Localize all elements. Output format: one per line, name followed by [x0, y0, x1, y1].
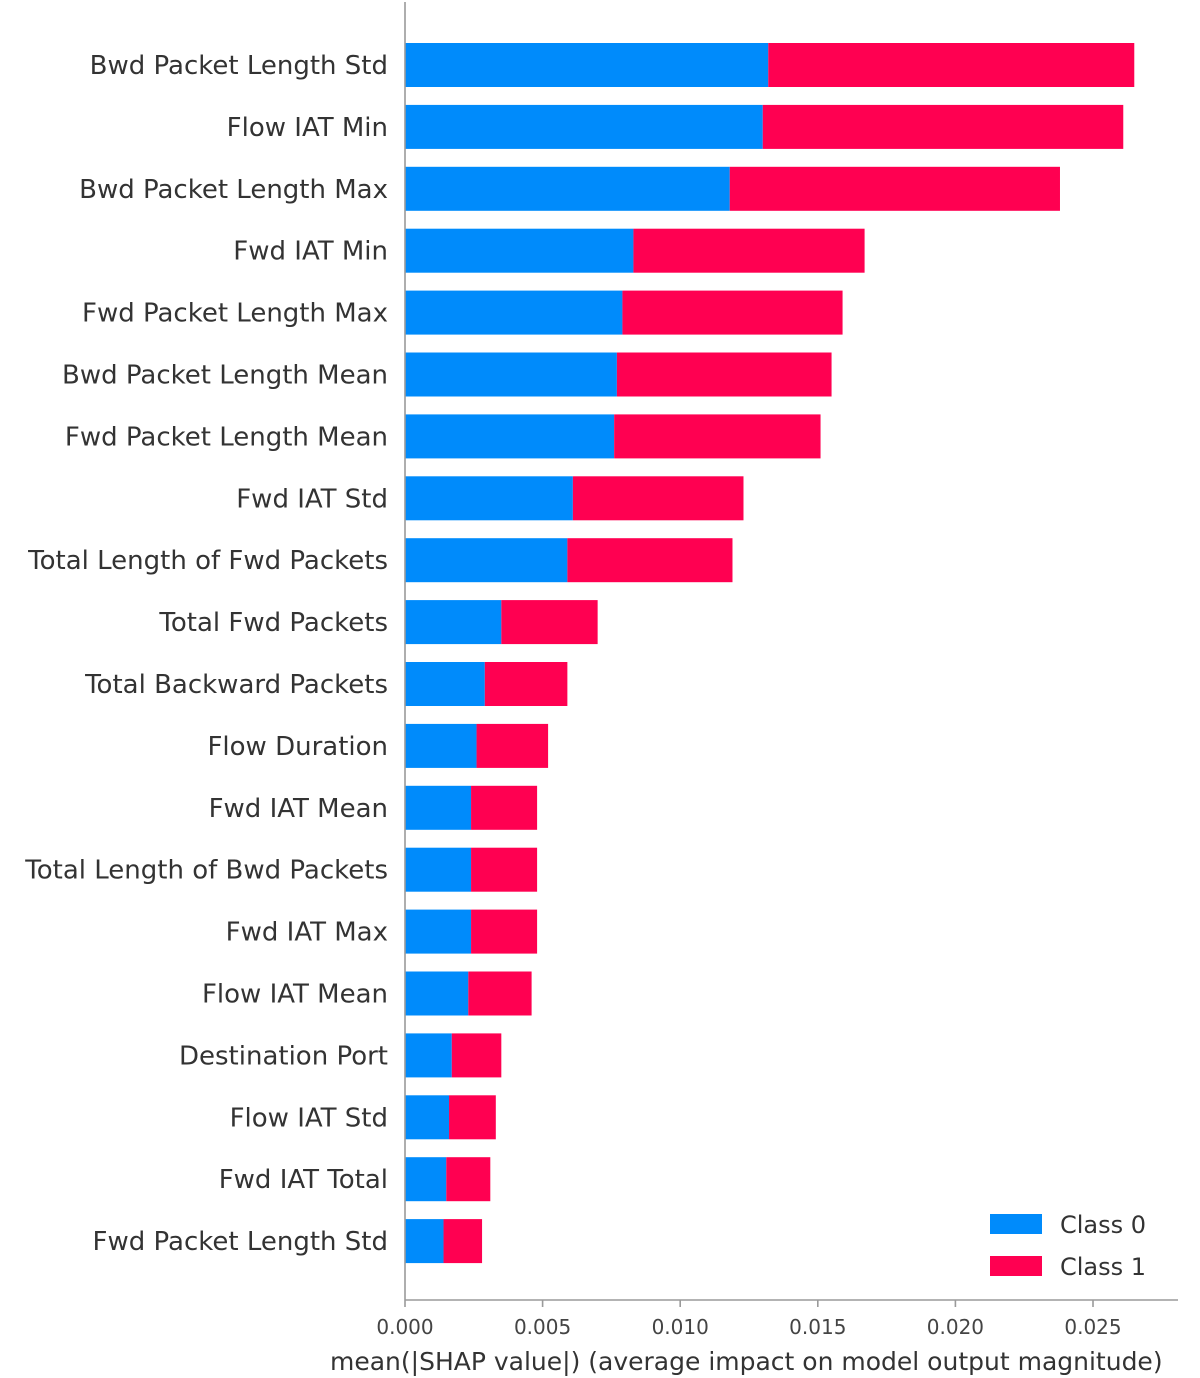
feature-label: Fwd Packet Length Mean [65, 422, 388, 452]
x-tick-label: 0.015 [789, 1315, 846, 1339]
feature-label: Fwd IAT Min [233, 237, 388, 267]
feature-label: Destination Port [179, 1041, 388, 1071]
feature-label: Bwd Packet Length Mean [62, 361, 388, 391]
bar-class0-total-backward-packets [405, 662, 485, 706]
feature-label: Fwd Packet Length Std [93, 1227, 388, 1257]
feature-label: Total Length of Fwd Packets [27, 546, 388, 576]
bar-class1-destination-port [451, 1033, 502, 1078]
bar-class0-fwd-packet-length-max [405, 290, 623, 335]
bar-class1-fwd-packet-length-std [443, 1219, 483, 1264]
x-tick-label: 0.005 [514, 1315, 571, 1339]
bar-class0-bwd-packet-length-std [405, 43, 769, 87]
bar-class1-bwd-packet-length-max [729, 166, 1060, 211]
feature-label: Fwd Packet Length Max [82, 299, 388, 329]
feature-label: Flow IAT Std [230, 1103, 388, 1133]
bar-class1-bwd-packet-length-std [768, 43, 1135, 87]
bar-class1-fwd-iat-mean [471, 785, 538, 830]
feature-label: Fwd IAT Mean [209, 794, 388, 824]
x-tick-label: 0.025 [1064, 1315, 1121, 1339]
x-tick-label: 0.010 [652, 1315, 709, 1339]
feature-label: Flow IAT Mean [202, 980, 388, 1010]
bar-class1-fwd-iat-max [471, 909, 538, 954]
bar-class1-total-backward-packets [484, 662, 568, 706]
bar-class0-fwd-iat-std [405, 476, 573, 521]
bar-class0-fwd-iat-total [405, 1157, 447, 1202]
legend: Class 0 Class 1 [990, 1211, 1146, 1281]
feature-labels: Bwd Packet Length Std Flow IAT Min Bwd Pac… [24, 51, 388, 1257]
bar-class1-flow-iat-mean [468, 971, 532, 1016]
bar-class1-flow-duration [476, 723, 549, 768]
x-axis [404, 2, 1178, 1301]
bar-class1-flow-iat-min [762, 104, 1124, 149]
x-ticks: 0.000 0.005 0.010 0.015 0.020 0.025 [376, 1300, 1122, 1339]
feature-label: Bwd Packet Length Std [90, 51, 388, 81]
feature-label: Total Fwd Packets [158, 608, 388, 638]
bars-layer [405, 43, 1135, 1264]
bar-class1-flow-iat-std [449, 1095, 496, 1140]
feature-label: Bwd Packet Length Max [79, 175, 388, 205]
legend-swatch-class0 [990, 1214, 1042, 1234]
legend-label-class1: Class 1 [1060, 1253, 1146, 1281]
bar-class0-flow-iat-mean [405, 971, 469, 1016]
bar-class0-fwd-packet-length-mean [405, 414, 615, 459]
bar-class1-total-length-of-fwd-packets [567, 538, 733, 583]
bar-class0-fwd-iat-min [405, 228, 634, 273]
bar-class0-total-length-of-fwd-packets [405, 538, 568, 583]
bar-class0-fwd-iat-mean [405, 785, 472, 830]
bar-class1-fwd-iat-std [572, 476, 744, 521]
feature-label: Fwd IAT Max [226, 918, 388, 948]
bar-class0-flow-duration [405, 723, 477, 768]
x-tick-label: 0.000 [376, 1315, 433, 1339]
bar-class1-total-length-of-bwd-packets [471, 847, 538, 892]
bar-class1-fwd-iat-total [446, 1157, 491, 1202]
x-axis-title: mean(|SHAP value|) (average impact on mo… [330, 1347, 1163, 1376]
feature-label: Flow IAT Min [227, 113, 388, 143]
x-tick-label: 0.020 [927, 1315, 984, 1339]
bar-class0-total-fwd-packets [405, 600, 502, 645]
bar-class1-bwd-packet-length-mean [616, 352, 832, 397]
legend-swatch-class1 [990, 1256, 1042, 1276]
feature-label: Total Backward Packets [84, 670, 388, 700]
bar-class0-bwd-packet-length-max [405, 166, 730, 211]
feature-label: Flow Duration [207, 732, 388, 762]
feature-label: Fwd IAT Total [219, 1165, 388, 1195]
bar-class0-fwd-iat-max [405, 909, 472, 954]
bar-class0-fwd-packet-length-std [405, 1219, 444, 1264]
feature-label: Fwd IAT Std [236, 484, 388, 514]
bar-class1-fwd-packet-length-max [622, 290, 843, 335]
bar-class0-flow-iat-std [405, 1095, 450, 1140]
bar-class1-total-fwd-packets [501, 600, 598, 645]
bar-class1-fwd-packet-length-mean [614, 414, 821, 459]
feature-label: Total Length of Bwd Packets [24, 856, 388, 886]
bar-class0-destination-port [405, 1033, 452, 1078]
bar-class1-fwd-iat-min [633, 228, 865, 273]
bar-class0-flow-iat-min [405, 104, 763, 149]
bar-class0-total-length-of-bwd-packets [405, 847, 472, 892]
bar-class0-bwd-packet-length-mean [405, 352, 617, 397]
legend-label-class0: Class 0 [1060, 1211, 1146, 1239]
